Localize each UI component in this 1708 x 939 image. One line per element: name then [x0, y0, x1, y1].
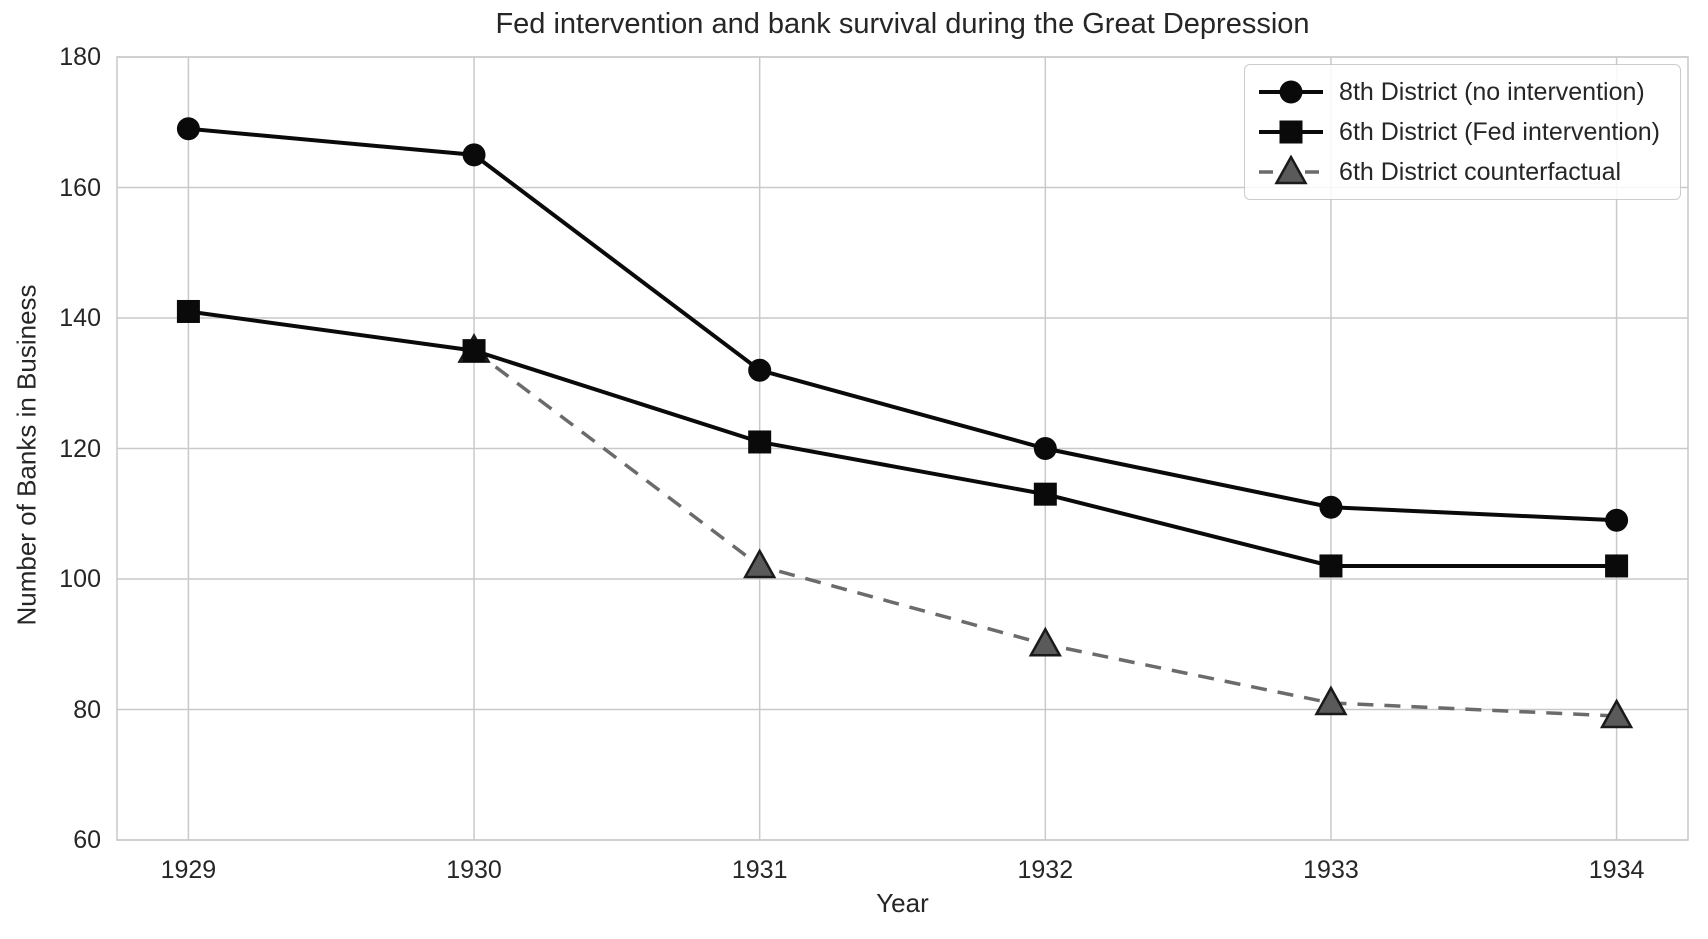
- marker-triangle: [1028, 626, 1062, 657]
- marker-circle: [1033, 437, 1057, 460]
- x-tick-label: 1929: [160, 856, 217, 884]
- marker-triangle: [1314, 685, 1348, 716]
- y-tick-label: 100: [59, 565, 101, 593]
- x-axis-label: Year: [876, 888, 929, 918]
- y-tick-label: 180: [59, 43, 101, 71]
- marker-square: [176, 299, 200, 323]
- marker-circle: [1605, 508, 1629, 532]
- marker-circle: [462, 143, 486, 167]
- marker-square: [1605, 554, 1629, 578]
- marker-square: [1279, 120, 1303, 144]
- y-tick-label: 160: [59, 173, 101, 202]
- legend-glyph-square-icon: [1259, 120, 1324, 144]
- y-tick-label: 120: [59, 434, 101, 463]
- x-tick-label: 1932: [1017, 856, 1074, 884]
- marker-triangle: [1274, 155, 1308, 185]
- x-tick-label: 1933: [1303, 856, 1359, 884]
- series-6th-district-fed-intervention: [176, 299, 1629, 578]
- series-8th-district-no-intervention: [176, 117, 1629, 532]
- y-tick-label: 80: [73, 695, 101, 724]
- legend-label: 6th District (Fed intervention): [1339, 117, 1660, 146]
- marker-square: [1033, 482, 1057, 506]
- legend: 8th District (no intervention) 6th Distri…: [1244, 64, 1681, 200]
- marker-triangle: [1599, 698, 1634, 729]
- series-line: [188, 126, 1617, 523]
- marker-square: [462, 339, 486, 363]
- legend-label: 8th District (no intervention): [1339, 77, 1645, 106]
- marker-triangle: [743, 548, 777, 579]
- marker-square: [1319, 554, 1343, 578]
- x-tick-label: 1934: [1588, 856, 1645, 884]
- legend-item-8th-district-no-intervention: 8th District (no intervention): [1257, 72, 1660, 112]
- series-line: [188, 309, 1617, 568]
- x-tick-label: 1930: [446, 856, 502, 884]
- legend-label: 6th District counterfactual: [1339, 157, 1622, 186]
- legend-item-6th-district-counterfactual: 6th District counterfactual: [1257, 152, 1660, 192]
- marker-circle: [176, 117, 200, 141]
- legend-item-6th-district-fed-intervention: 6th District (Fed intervention): [1257, 112, 1660, 152]
- y-tick-label: 140: [59, 304, 101, 332]
- legend-glyph-circle-icon: [1259, 80, 1324, 104]
- plot-border: [116, 56, 1689, 841]
- x-tick-label: 1931: [731, 856, 788, 884]
- marker-circle: [1279, 80, 1303, 104]
- marker-square: [748, 430, 772, 454]
- marker-circle: [1319, 495, 1343, 519]
- y-tick-label: 60: [73, 826, 101, 854]
- legend-glyph-triangle-icon: [1259, 155, 1324, 185]
- marker-circle: [748, 358, 772, 382]
- chart-title: Fed intervention and bank survival durin…: [495, 8, 1310, 40]
